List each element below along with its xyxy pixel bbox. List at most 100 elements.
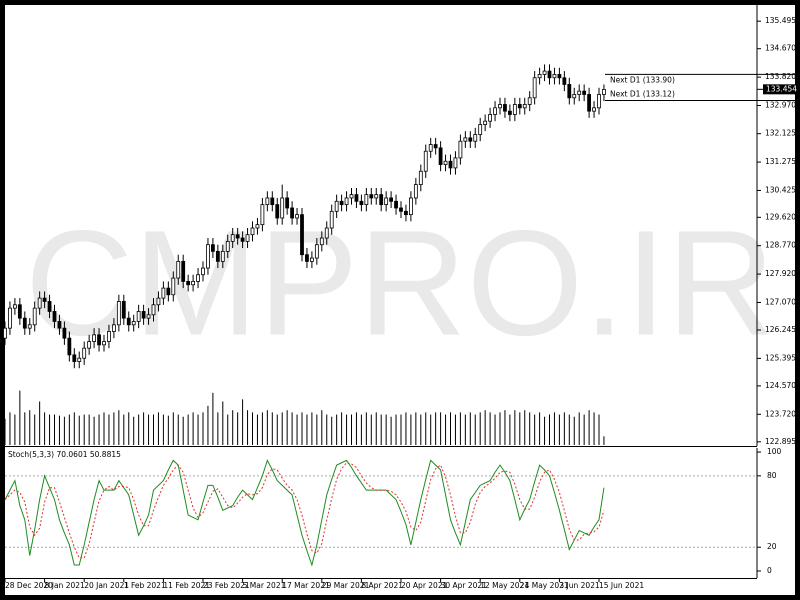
oscillator-panel: 100 80 20 0: [4, 447, 782, 579]
candle-body: [285, 197, 290, 209]
candle-body: [364, 194, 369, 206]
candle-body: [245, 234, 250, 242]
candle-body: [121, 301, 126, 319]
x-tick-label: 24 May 2021: [520, 581, 569, 590]
y-tick-label: 134.670: [765, 44, 796, 53]
y-tick-label: 132.125: [765, 129, 796, 138]
candle-body: [423, 150, 428, 172]
y-tick-label: 135.495: [765, 16, 796, 25]
x-tick-label: 29 Mar 2021: [322, 581, 370, 590]
candle-body: [498, 104, 502, 109]
candle-body: [597, 94, 601, 109]
candle-body: [488, 114, 493, 122]
candle-body: [47, 301, 52, 312]
x-tick-label: 23 Feb 2021: [203, 581, 250, 590]
candle-body: [512, 104, 517, 115]
candle-body: [532, 77, 537, 99]
candle-body: [295, 214, 299, 219]
candle-body: [453, 157, 458, 169]
candle-body: [577, 90, 582, 95]
candle-body: [206, 244, 210, 269]
oscillator-title: Stoch(5,3,3) 70.0601 50.8815: [8, 450, 121, 459]
candle-body: [517, 104, 522, 109]
candle-body: [176, 260, 181, 279]
y-tick-label: 80: [767, 471, 777, 480]
candle-body: [166, 287, 171, 296]
candle-body: [107, 331, 111, 342]
y-tick-label: 124.570: [765, 381, 796, 390]
candle-body: [17, 304, 22, 319]
candle-body: [547, 70, 552, 79]
candle-body: [67, 337, 72, 356]
candle-body: [22, 317, 27, 329]
candle-body: [542, 70, 547, 75]
y-tick-label: 20: [767, 542, 777, 551]
candle-body: [448, 160, 453, 169]
candle-body: [32, 307, 37, 326]
candle-body: [112, 324, 116, 332]
candle-body: [87, 341, 92, 349]
x-tick-label: 28 Dec 2020: [5, 581, 53, 590]
candle-body: [275, 204, 280, 219]
candle-body: [473, 134, 478, 142]
candle-body: [389, 197, 394, 202]
candle-body: [463, 137, 468, 142]
candle-body: [235, 234, 240, 239]
candle-body: [240, 237, 245, 242]
candle-body: [507, 110, 512, 115]
candle-body: [329, 210, 334, 229]
candle-body: [483, 120, 488, 125]
candle-body: [438, 147, 443, 165]
level-label: Next D1 (133.90): [610, 75, 675, 84]
candle-body: [418, 170, 423, 186]
candle-body: [280, 197, 285, 219]
candle-body: [126, 317, 131, 326]
current-price-label: 133.454: [766, 84, 797, 93]
oscillator-line: [4, 459, 605, 567]
candle-body: [62, 327, 67, 339]
x-tick-label: 20 Apr 2021: [401, 581, 448, 590]
candle-body: [458, 140, 463, 159]
y-tick-label: 125.395: [765, 353, 796, 362]
x-tick-label: 8 Jan 2021: [45, 581, 85, 590]
candle-body: [404, 210, 408, 216]
candle-body: [503, 104, 507, 112]
y-tick-label: 132.970: [765, 100, 796, 109]
candle-body: [27, 324, 32, 329]
candle-body: [324, 227, 329, 239]
x-tick-label: 8 Apr 2021: [361, 581, 403, 590]
candle-body: [210, 244, 215, 252]
candle-body: [270, 197, 275, 206]
x-tick-label: 15 Jun 2021: [599, 581, 644, 590]
candle-body: [201, 267, 205, 276]
price-panel: 135.495 134.670 133.820 132.970 132.125 131.2…: [3, 5, 800, 590]
candle-body: [379, 194, 384, 206]
candle-body: [478, 124, 483, 135]
candle-body: [146, 314, 151, 319]
candle-body: [260, 204, 265, 226]
candle-body: [92, 334, 96, 342]
candle-body: [354, 194, 359, 202]
x-tick-label: 11 Feb 2021: [163, 581, 210, 590]
candle-body: [225, 240, 230, 252]
candle-body: [136, 311, 141, 322]
x-tick-label: 1 Feb 2021: [124, 581, 166, 590]
candle-body: [3, 327, 7, 339]
candle-body: [443, 160, 448, 165]
x-tick-label: 30 Apr 2021: [441, 581, 488, 590]
y-tick-label: 100: [767, 447, 782, 456]
candle-body: [413, 184, 418, 199]
y-tick-label: 133.820: [765, 72, 796, 81]
candle-body: [57, 321, 62, 329]
candle-body: [12, 304, 17, 309]
current-price-box: [763, 84, 799, 95]
candle-body: [215, 250, 220, 262]
candle-body: [196, 274, 200, 282]
candle-body: [265, 197, 270, 206]
candle-body: [602, 89, 606, 95]
candle-body: [220, 250, 225, 262]
x-tick-label: 12 May 2021: [480, 581, 529, 590]
candle-body: [161, 287, 166, 299]
candle-body: [349, 194, 354, 199]
